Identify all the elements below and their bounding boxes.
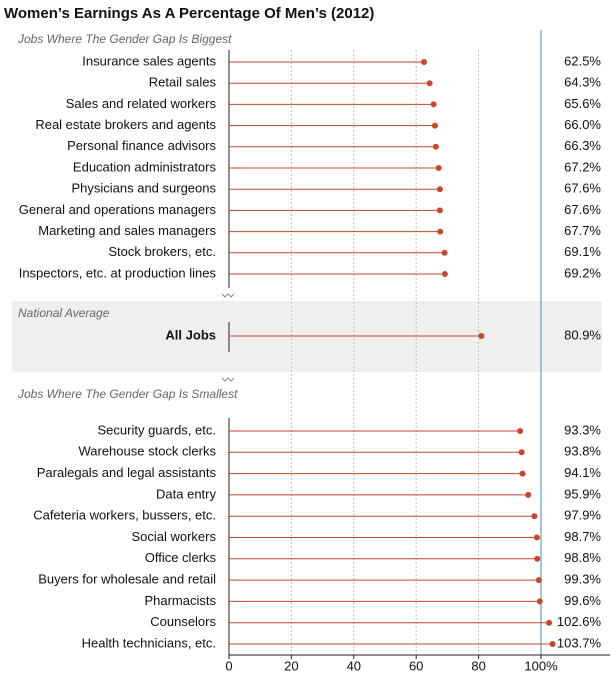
value-label: 97.9% <box>564 508 601 523</box>
value-label: 94.1% <box>564 465 601 480</box>
dot <box>436 207 443 214</box>
value-label: 103.7% <box>557 635 602 650</box>
category-label: Physicians and surgeons <box>71 181 216 196</box>
x-tick-label: 20 <box>284 658 298 673</box>
category-label: Stock brokers, etc. <box>108 244 216 259</box>
category-label: Retail sales <box>149 75 217 90</box>
value-label: 65.6% <box>564 96 601 111</box>
axis-break <box>221 377 235 382</box>
category-label: Marketing and sales managers <box>38 223 216 238</box>
dot <box>421 59 427 65</box>
category-label: Pharmacists <box>144 593 216 608</box>
dot <box>549 641 556 647</box>
category-label: Social workers <box>131 529 216 544</box>
value-label: 102.6% <box>557 614 602 629</box>
group-label: Jobs Where The Gender Gap Is Biggest <box>17 32 232 46</box>
dot <box>441 249 448 256</box>
axis-break <box>221 293 235 298</box>
category-label: Real estate brokers and agents <box>35 117 216 132</box>
dot <box>432 143 439 150</box>
category-label: Education administrators <box>73 159 217 174</box>
category-label: Sales and related workers <box>66 96 217 111</box>
value-label: 67.2% <box>564 159 601 174</box>
category-label: Cafeteria workers, bussers, etc. <box>33 508 216 523</box>
grid <box>290 30 542 655</box>
dot <box>435 165 442 171</box>
dot <box>525 491 532 498</box>
x-tick-label: 60 <box>409 658 423 673</box>
dot <box>533 534 540 541</box>
group-label: National Average <box>18 306 110 320</box>
value-label: 67.7% <box>564 223 601 238</box>
category-label: Office clerks <box>145 550 217 565</box>
value-label: 64.3% <box>564 75 601 90</box>
category-label: Insurance sales agents <box>82 53 216 68</box>
x-tick-label: 40 <box>347 658 361 673</box>
value-label: 67.6% <box>564 181 601 196</box>
dot <box>441 271 448 277</box>
dot <box>437 228 444 235</box>
value-label: 69.1% <box>564 244 601 259</box>
value-label: 67.6% <box>564 202 601 217</box>
value-label: 93.8% <box>564 444 601 459</box>
value-label: 66.3% <box>564 138 601 153</box>
value-label: 66.0% <box>564 117 601 132</box>
category-label: Counselors <box>150 614 216 629</box>
dot <box>430 101 437 108</box>
category-label: All Jobs <box>165 327 216 342</box>
dot <box>536 598 543 605</box>
dot <box>517 428 524 434</box>
value-label: 62.5% <box>564 53 601 68</box>
category-label: General and operations managers <box>19 202 217 217</box>
x-tick-label: 100% <box>524 658 558 673</box>
x-tick-label: 80 <box>471 658 485 673</box>
category-label: Buyers for wholesale and retail <box>38 572 216 587</box>
value-label: 93.3% <box>564 422 601 437</box>
dot <box>531 513 538 520</box>
value-label: 80.9% <box>564 327 601 342</box>
x-tick-label: 0 <box>225 658 232 673</box>
dot <box>546 619 553 626</box>
category-label: Data entry <box>156 486 216 501</box>
dot <box>431 122 438 129</box>
dot <box>519 470 526 477</box>
dot <box>518 449 525 456</box>
dot <box>478 333 485 339</box>
category-label: Inspectors, etc. at production lines <box>19 265 217 280</box>
group-label: Jobs Where The Gender Gap Is Smallest <box>17 387 238 401</box>
dot <box>534 555 541 562</box>
value-label: 69.2% <box>564 265 601 280</box>
category-label: Health technicians, etc. <box>82 635 216 650</box>
dot <box>426 80 433 87</box>
dot <box>535 577 542 584</box>
category-label: Warehouse stock clerks <box>78 444 216 459</box>
value-label: 95.9% <box>564 486 601 501</box>
value-label: 99.6% <box>564 593 601 608</box>
value-label: 98.8% <box>564 550 601 565</box>
dot <box>436 186 443 193</box>
category-label: Security guards, etc. <box>98 422 217 437</box>
category-label: Personal finance advisors <box>67 138 216 153</box>
value-label: 99.3% <box>564 572 601 587</box>
category-label: Paralegals and legal assistants <box>37 465 217 480</box>
value-label: 98.7% <box>564 529 601 544</box>
chart-title: Women’s Earnings As A Percentage Of Men’… <box>4 5 374 22</box>
